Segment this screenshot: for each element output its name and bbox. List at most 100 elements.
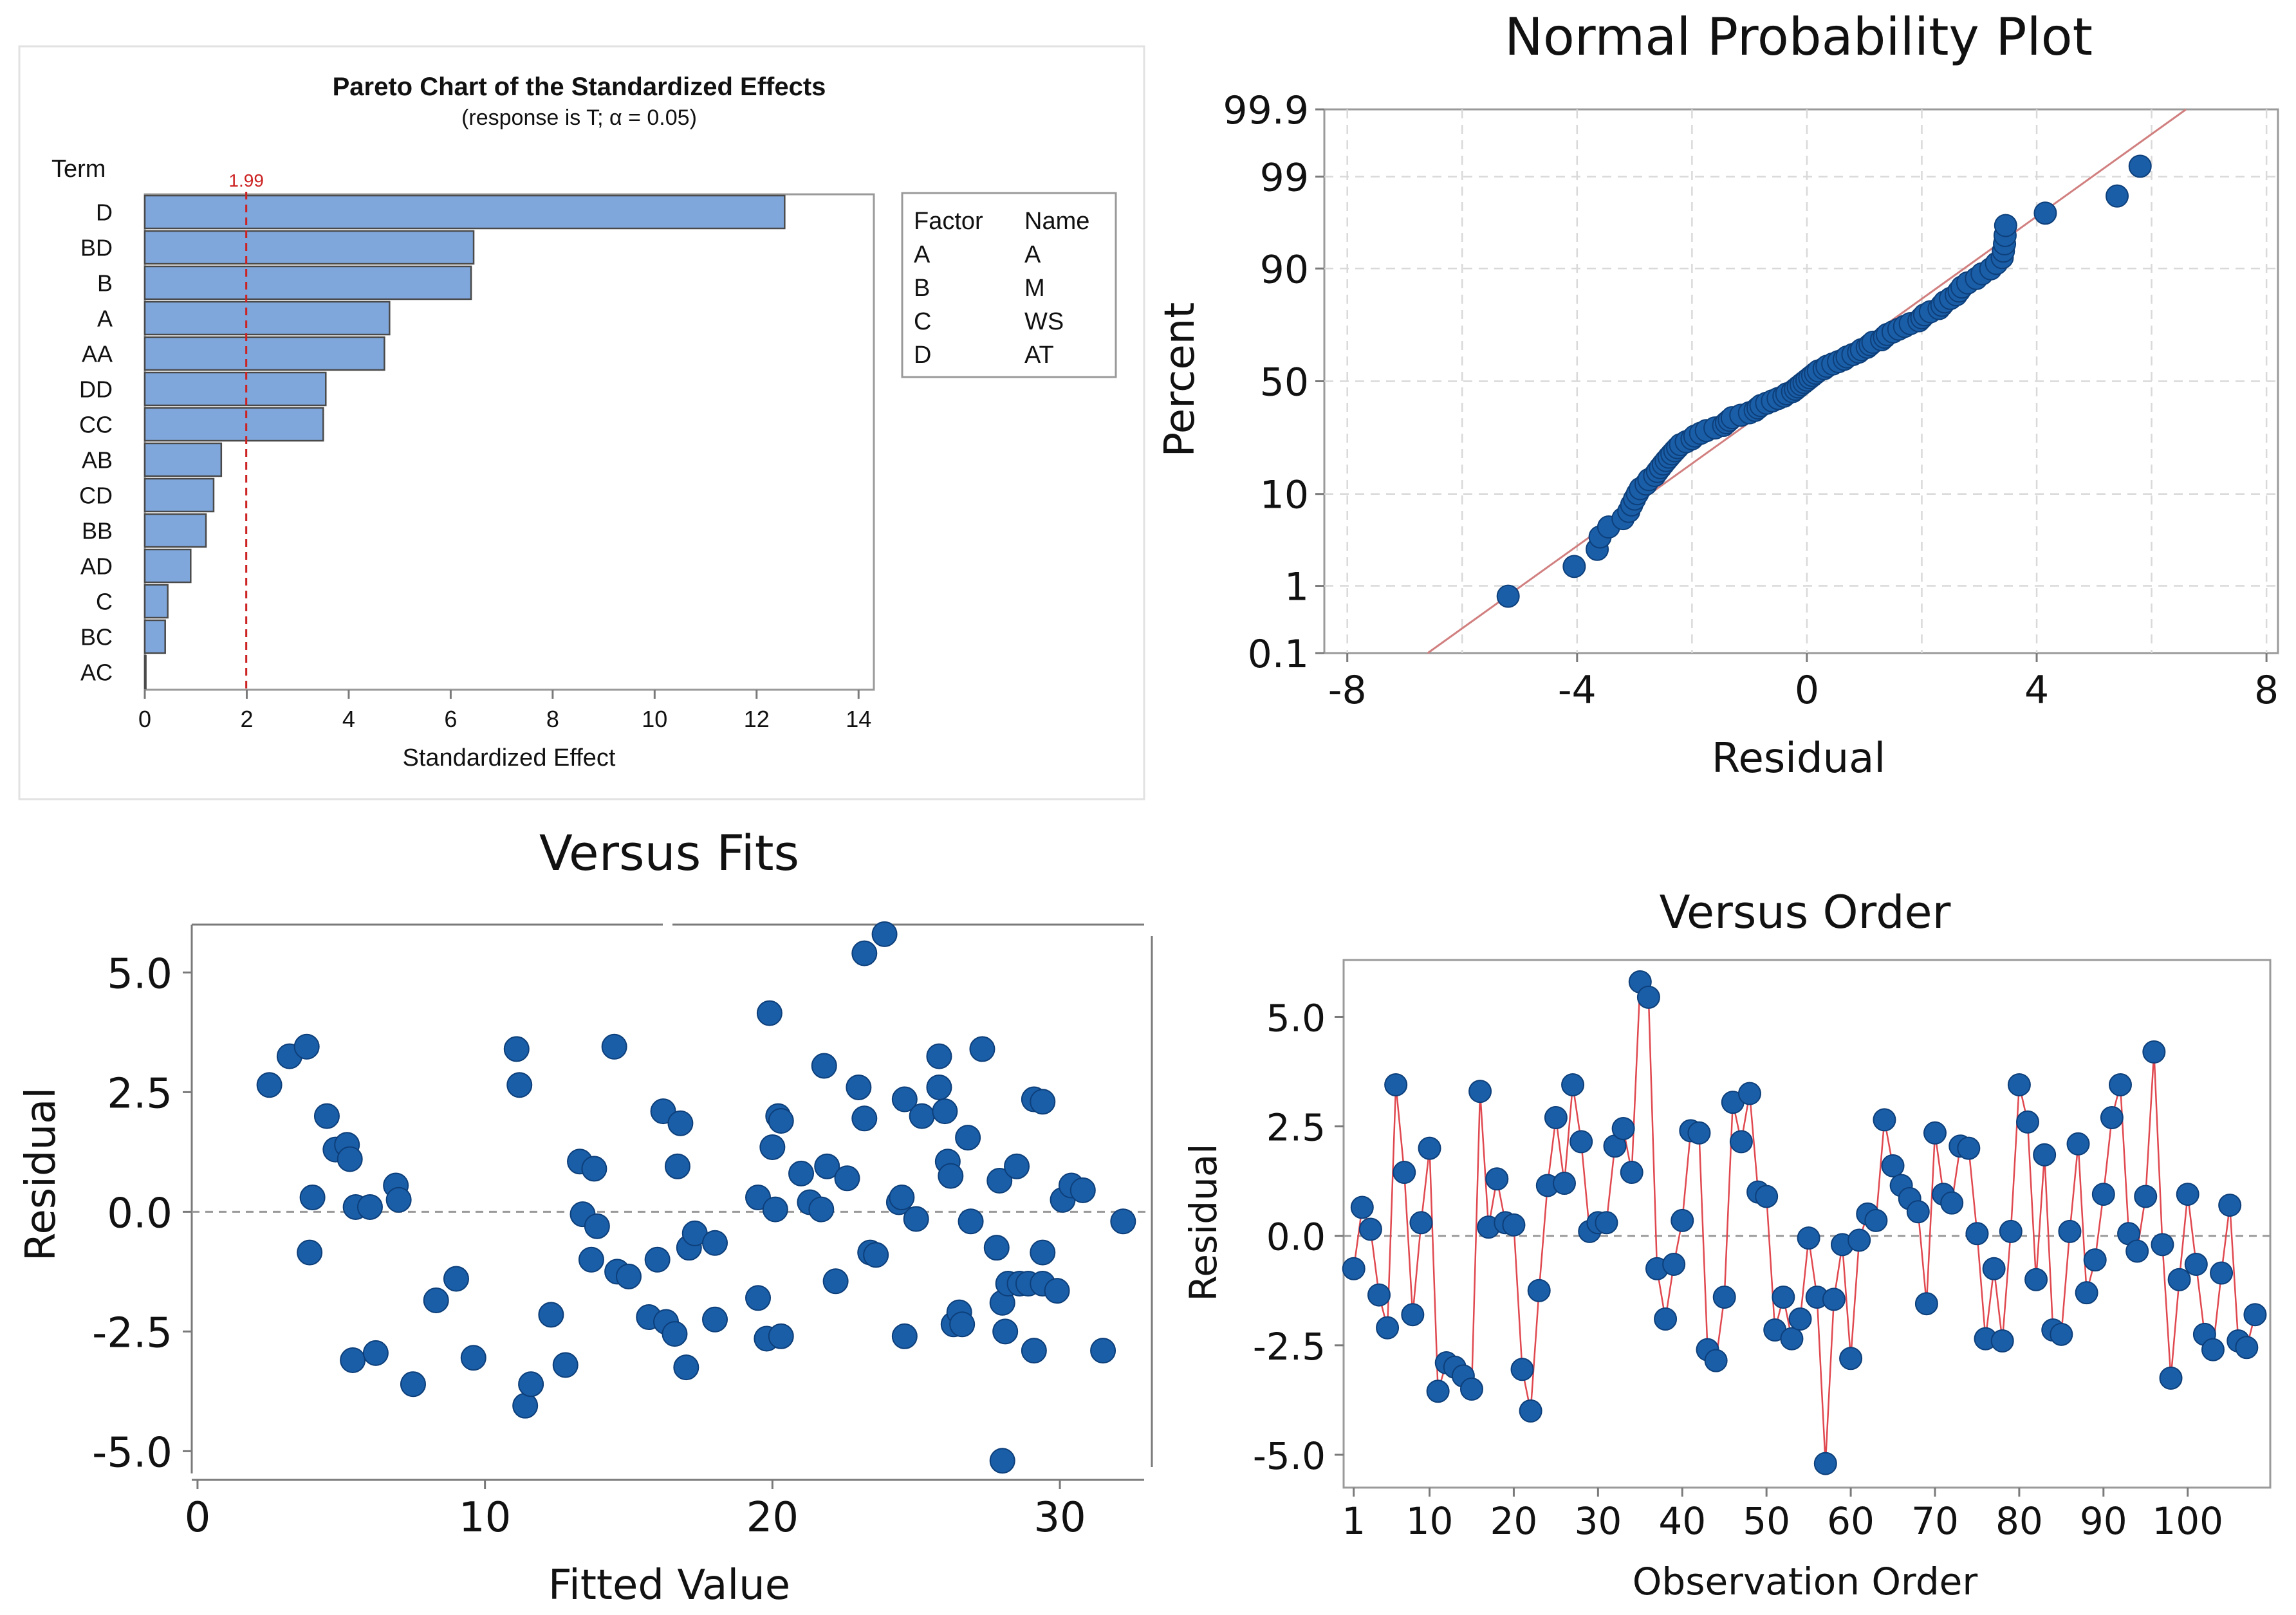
versus-order-point (1797, 1226, 1820, 1250)
versus-order-point (1788, 1307, 1812, 1331)
pareto-bar-cc (144, 407, 324, 442)
versus-fits-point (768, 1323, 794, 1349)
versus-fits-point (423, 1287, 449, 1314)
pareto-term-label: B (97, 270, 113, 297)
order-x-tick-label: 100 (2152, 1499, 2223, 1543)
versus-fits-point (788, 1160, 815, 1186)
versus-fits-point (756, 1000, 782, 1026)
versus-order-point (2075, 1281, 2098, 1305)
fits-y-tick-label: 5.0 (107, 950, 172, 998)
versus-fits-point (808, 1196, 835, 1223)
versus-order-panel: Versus Order -5.0 -2.5 0.0 2.5 5.0 1 10 20 30 40… (1181, 886, 2272, 1603)
versus-fits-point (909, 1103, 935, 1129)
versus-fits-point (1030, 1089, 1056, 1115)
versus-fits-point (506, 1072, 533, 1098)
versus-fits-point (400, 1371, 426, 1398)
pareto-term-label: A (97, 306, 113, 332)
versus-order-point (2050, 1322, 2073, 1346)
versus-fits-point (313, 1103, 340, 1129)
pareto-bar-a (144, 300, 391, 336)
pareto-x-tick-label: 2 (240, 706, 253, 732)
versus-fits-point (385, 1186, 412, 1213)
versus-fits-point (986, 1168, 1013, 1194)
pareto-bar-aa (144, 336, 385, 371)
versus-fits-point (926, 1074, 952, 1100)
legend-name-d: AT (1024, 342, 1054, 369)
versus-fits-x-ticks: 0 10 20 30 (185, 1480, 1086, 1542)
versus-fits-point (1110, 1208, 1136, 1235)
versus-fits-point (1044, 1278, 1070, 1304)
fits-y-tick-label: -2.5 (92, 1309, 172, 1357)
versus-fits-point (293, 1033, 320, 1060)
versus-order-point (1620, 1161, 1643, 1185)
versus-order-point (1755, 1185, 1779, 1208)
pareto-bar-bd (144, 230, 475, 265)
versus-fits-title: Versus Fits (539, 824, 799, 881)
versus-fits-point (851, 940, 878, 966)
legend-header-name: Name (1024, 208, 1089, 235)
versus-fits-point (822, 1268, 849, 1295)
pareto-bar-dd (144, 371, 327, 407)
normal-x-tick-label: 8 (2254, 668, 2279, 713)
versus-order-point (1712, 1285, 1736, 1309)
versus-order-point (1772, 1285, 1795, 1309)
versus-order-point (1409, 1211, 1433, 1235)
versus-order-point (1654, 1307, 1678, 1331)
normal-plot-x-axis-label: Residual (1712, 735, 1885, 782)
versus-order-point (2033, 1143, 2057, 1167)
versus-order-point (2151, 1233, 2174, 1257)
versus-fits-point (983, 1235, 1010, 1261)
versus-fits-point (581, 1156, 607, 1182)
versus-order-point (2201, 1338, 2225, 1361)
versus-order-point (1914, 1292, 1938, 1316)
versus-fits-point (512, 1392, 539, 1419)
versus-fits-point (1090, 1338, 1116, 1364)
versus-order-point (1527, 1278, 1551, 1302)
versus-fits-point (938, 1163, 964, 1189)
versus-fits-point (503, 1036, 530, 1062)
versus-fits-point (932, 1098, 958, 1125)
versus-order-point (1485, 1167, 1509, 1191)
versus-fits-point (891, 1323, 918, 1349)
normal-plot-grid (1324, 109, 2278, 653)
versus-fits-point (1021, 1338, 1047, 1364)
versus-order-point (1358, 1217, 1382, 1241)
versus-order-point (2058, 1219, 2082, 1243)
order-y-tick-label: 0.0 (1266, 1215, 1326, 1259)
versus-fits-frame (190, 923, 1153, 1481)
pareto-x-ticks: 0 2 4 6 8 10 12 14 (138, 690, 871, 732)
order-y-tick-label: -5.0 (1253, 1434, 1326, 1478)
pareto-bar-c (144, 584, 169, 619)
pareto-bar-ad (144, 548, 192, 584)
pareto-title: Pareto Chart of the Standardized Effects (333, 73, 826, 101)
normal-plot-x-ticks: -8 -4 0 4 8 (1328, 653, 2279, 713)
versus-fits-point (584, 1213, 610, 1239)
pareto-x-tick-label: 10 (642, 706, 667, 732)
pareto-y-axis-label: Term (51, 156, 106, 183)
versus-fits-point (1004, 1153, 1030, 1179)
normal-plot-y-axis-label: Percent (1156, 302, 1204, 457)
versus-order-point (1569, 1130, 1593, 1154)
versus-order-point (1350, 1195, 1374, 1219)
pareto-reference-label: 1.99 (228, 171, 264, 190)
fits-x-tick-label: 0 (185, 1494, 211, 1542)
pareto-x-tick-label: 8 (546, 706, 559, 732)
versus-order-point (1401, 1303, 1425, 1327)
pareto-term-label: AB (82, 447, 113, 474)
normal-y-tick-label: 50 (1260, 360, 1309, 405)
versus-fits-point (615, 1263, 642, 1289)
order-x-tick-label: 50 (1743, 1499, 1790, 1543)
versus-order-point (1671, 1208, 1694, 1232)
versus-fits-point (903, 1206, 929, 1232)
order-y-tick-label: 2.5 (1266, 1106, 1326, 1150)
order-x-tick-label: 40 (1658, 1499, 1706, 1543)
normal-plot-point (1562, 555, 1586, 578)
versus-order-point (2243, 1303, 2267, 1327)
normal-plot-points (1496, 154, 2152, 608)
versus-fits-point (955, 1125, 981, 1151)
normal-y-tick-label: 99 (1260, 155, 1309, 200)
versus-order-point (2066, 1132, 2090, 1156)
versus-fits-point (702, 1230, 728, 1256)
versus-fits-point (552, 1352, 579, 1378)
pareto-term-label: AC (80, 660, 113, 686)
